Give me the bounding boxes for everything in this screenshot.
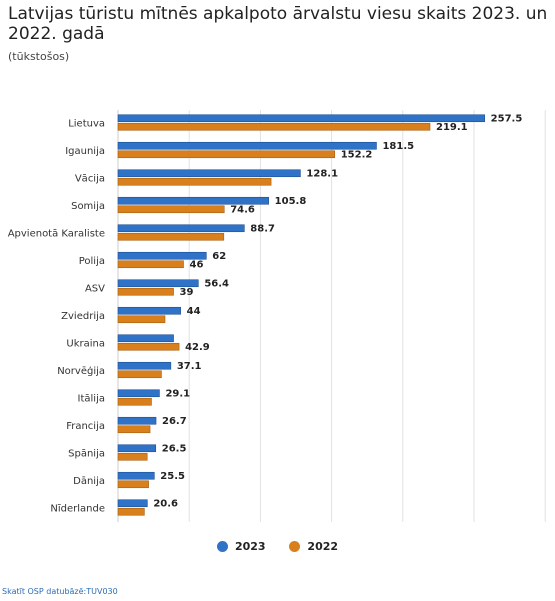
bar-2023	[117, 251, 207, 260]
data-label-2023: 37.1	[177, 361, 202, 372]
chart-title: Latvijas tūristu mītnēs apkalpoto ārvals…	[8, 4, 548, 44]
category-label: Vācija	[75, 174, 105, 185]
bar-2022	[117, 122, 431, 131]
source-link[interactable]: Skatīt OSP datubāzē:TUV030	[2, 587, 118, 596]
data-label-2023: 62	[212, 251, 226, 262]
data-label-2022: 74.6	[230, 204, 255, 215]
category-label: Spānija	[68, 449, 105, 460]
data-label-2023: 257.5	[491, 113, 523, 124]
data-label-2023: 26.7	[162, 416, 187, 427]
data-label-2023: 105.8	[275, 196, 307, 207]
bar-2022	[117, 287, 174, 296]
bar-2022	[117, 342, 180, 351]
category-label: Somija	[71, 201, 105, 212]
bar-2023	[117, 196, 269, 205]
data-label-2022: 39	[180, 287, 194, 298]
bar-2022	[117, 260, 184, 269]
bar-2023	[117, 279, 199, 288]
data-label-2023: 25.5	[160, 471, 185, 482]
category-labels: Lietuva Igaunija Vācija Somija Apvienotā Kar…	[8, 119, 105, 515]
category-label: ASV	[85, 284, 105, 295]
data-label-2023: 88.7	[250, 223, 275, 234]
data-label-2023: 26.5	[162, 443, 187, 454]
bar-2023	[117, 334, 174, 343]
bar-2022	[117, 370, 162, 379]
category-label: Zviedrija	[61, 311, 105, 322]
data-label-2023: 56.4	[204, 278, 229, 289]
legend-label-2022: 2022	[307, 540, 339, 553]
category-label: Francija	[66, 421, 105, 432]
bar-2023	[117, 471, 155, 480]
data-label-2022: 42.9	[185, 342, 210, 353]
data-label-2022: 46	[190, 259, 204, 270]
bar-2022	[117, 232, 225, 241]
category-label: Dānija	[73, 476, 105, 487]
data-label-2023: 29.1	[165, 388, 190, 399]
category-label: Igaunija	[65, 146, 105, 157]
bar-2023	[117, 499, 148, 508]
bar-2023	[117, 224, 245, 233]
data-label-2023: 20.6	[153, 498, 178, 509]
bar-2022	[117, 507, 145, 516]
bar-2022	[117, 480, 149, 489]
bar-2023	[117, 141, 377, 150]
bar-2022	[117, 315, 166, 324]
category-label: Nīderlande	[50, 504, 105, 515]
category-label: Norvēģija	[57, 366, 105, 377]
bar-2022	[117, 452, 148, 461]
bar-2023	[117, 389, 160, 398]
bar-2023	[117, 169, 301, 178]
category-label: Lietuva	[68, 119, 105, 130]
bar-2022	[117, 205, 225, 214]
category-label: Polija	[79, 256, 105, 267]
data-label-2023: 128.1	[306, 168, 338, 179]
chart-subtitle: (tūkstošos)	[8, 50, 70, 63]
bar-2023	[117, 361, 172, 370]
legend: 2023 2022	[0, 540, 555, 555]
data-label-2023: 181.5	[382, 141, 414, 152]
legend-marker-2022	[289, 541, 301, 552]
bars	[117, 114, 485, 516]
bar-2022	[117, 150, 336, 159]
bar-2022	[117, 177, 272, 186]
bar-2023	[117, 306, 181, 315]
data-label-2022: 152.2	[341, 149, 373, 160]
legend-item-2022[interactable]: 2022	[289, 540, 338, 553]
data-label-2023: 44	[187, 306, 201, 317]
legend-item-2023[interactable]: 2023	[216, 540, 266, 553]
category-label: Ukraina	[66, 339, 105, 350]
bar-2022	[117, 425, 151, 434]
category-label: Itālija	[78, 394, 105, 405]
legend-marker-2023	[216, 541, 228, 552]
bar-2023	[117, 444, 157, 453]
bar-2023	[117, 416, 157, 425]
data-label-2022: 219.1	[436, 122, 468, 133]
bar-2023	[117, 114, 485, 123]
bar-2022	[117, 397, 152, 406]
category-label: Apvienotā Karaliste	[8, 229, 105, 240]
legend-label-2023: 2023	[234, 540, 266, 553]
